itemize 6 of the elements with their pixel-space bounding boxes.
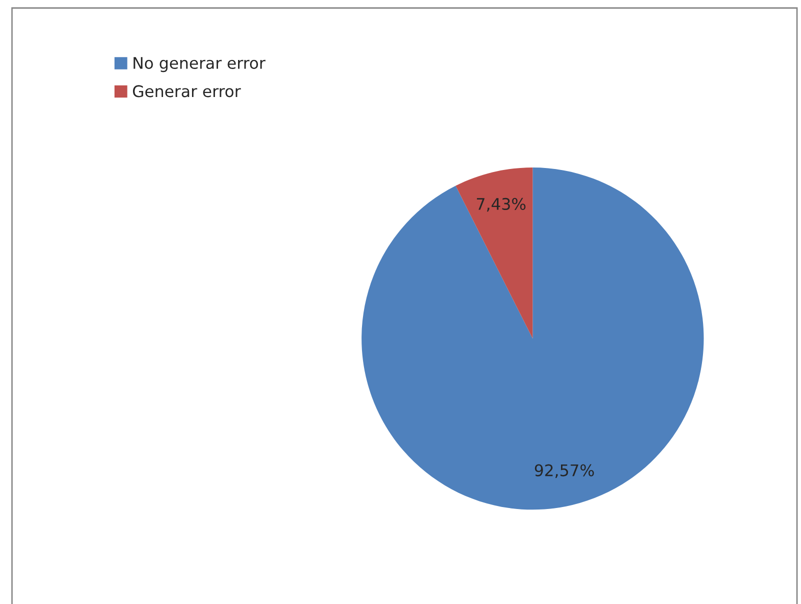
legend-label: No generar error xyxy=(134,57,266,72)
legend-label: Generar error xyxy=(132,85,241,98)
data-label: 7,43% xyxy=(476,198,526,212)
data-label: 92,57% xyxy=(534,464,594,478)
pie-slice xyxy=(362,167,704,510)
pie-slice xyxy=(456,167,533,339)
